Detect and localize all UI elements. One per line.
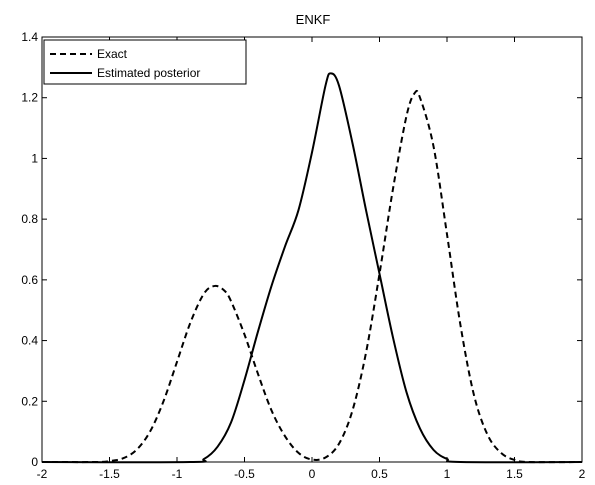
y-tick-label: 1 — [31, 151, 38, 165]
x-tick-label: -1.5 — [99, 467, 120, 481]
x-tick-label: 2 — [579, 467, 586, 481]
y-tick-label: 1.4 — [21, 30, 38, 44]
chart-title: ENKF — [296, 12, 331, 27]
y-tick-label: 0.2 — [21, 394, 38, 408]
plot-area-frame — [41, 36, 583, 463]
y-tick-label: 0 — [31, 455, 38, 469]
x-tick-label: 1 — [444, 467, 451, 481]
x-tick-label: 1.5 — [506, 467, 523, 481]
legend-box — [43, 39, 247, 85]
y-tick-label: 0.8 — [21, 212, 38, 226]
x-tick-label: -2 — [37, 467, 48, 481]
x-tick-label: -1 — [172, 467, 183, 481]
series-line-exact — [41, 89, 583, 464]
x-tick-label: 0.5 — [371, 467, 388, 481]
legend: Exact Estimated posterior — [43, 39, 247, 85]
x-tick-label: -0.5 — [234, 467, 255, 481]
legend-label-exact: Exact — [97, 47, 128, 61]
legend-label-estimated-posterior: Estimated posterior — [97, 66, 200, 80]
y-tick-label: 0.6 — [21, 273, 38, 287]
y-tick-label: 0.4 — [21, 334, 38, 348]
x-tick-label: 0 — [309, 467, 316, 481]
y-tick-label: 1.2 — [21, 91, 38, 105]
series-line-estimated-posterior — [41, 72, 583, 464]
